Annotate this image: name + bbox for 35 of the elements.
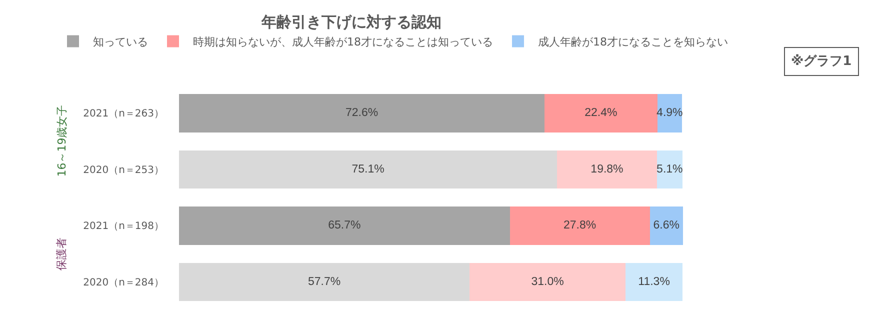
bar — [510, 206, 650, 245]
bar — [557, 150, 657, 188]
y-tick-label: 2020（n＝253） — [83, 164, 164, 176]
bar — [650, 206, 683, 245]
data-label: 75.1% — [352, 163, 384, 176]
data-label: 31.0% — [531, 276, 564, 288]
y-tick-label: 2021（n＝263） — [83, 108, 164, 120]
bar — [179, 94, 545, 132]
bar — [657, 94, 682, 132]
data-label: 22.4% — [584, 107, 618, 120]
bar — [656, 150, 682, 188]
data-label: 72.6% — [345, 107, 378, 120]
text: ※グラフ1 — [791, 54, 852, 69]
data-label: 19.8% — [590, 163, 624, 176]
data-label: 4.9% — [656, 107, 683, 120]
bar — [179, 150, 558, 188]
data-label: 5.1% — [656, 163, 683, 176]
y-tick-label: 2020（n＝284） — [83, 277, 164, 288]
chart-title: 年齢引き下げに対する認知 — [260, 12, 442, 31]
bar — [179, 206, 510, 245]
legend-label: 成人年齢が18才になることを知らない — [538, 36, 728, 49]
data-label: 65.7% — [328, 220, 361, 232]
y-tick-label: 2021（n＝198） — [83, 221, 164, 232]
data-label: 6.6% — [653, 220, 680, 232]
bar — [626, 262, 682, 301]
bar — [544, 94, 658, 132]
text: 保護者 — [54, 237, 68, 270]
data-label: 57.7% — [308, 276, 341, 288]
legend-label: 知っている — [93, 36, 148, 49]
bar — [470, 262, 626, 301]
legend-label: 時期は知らないが、成人年齢が18才になることは知っている — [193, 36, 493, 49]
data-label: 27.8% — [563, 220, 596, 232]
data-label: 11.3% — [638, 276, 670, 288]
text: 16～19歳女子 — [55, 104, 68, 177]
bar — [179, 262, 470, 301]
